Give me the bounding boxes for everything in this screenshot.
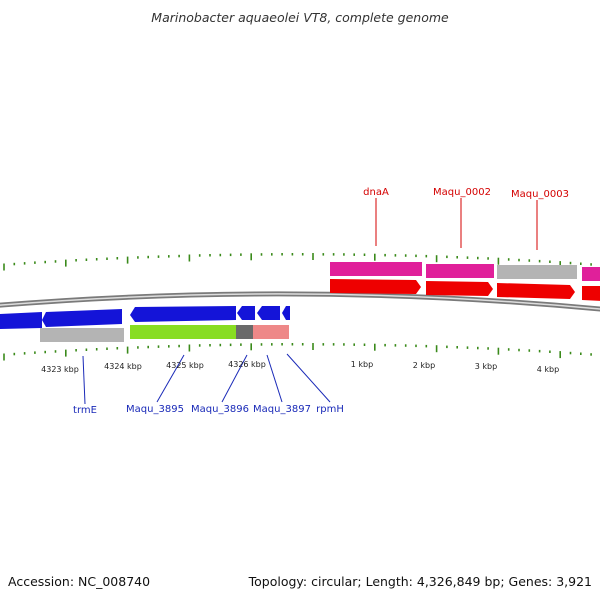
gene-label-maqu-3896[interactable]: Maqu_3896 (191, 404, 249, 415)
gene-maqu-3895-arrow[interactable] (130, 306, 236, 322)
gene-label-maqu-0002[interactable]: Maqu_0002 (433, 187, 491, 198)
pointer-maqu-3897 (266, 354, 283, 403)
accession-text: Accession: NC_008740 (8, 574, 151, 589)
gene-label-maqu-0003[interactable]: Maqu_0003 (511, 189, 569, 200)
gene-maqu-0003-arrow[interactable] (497, 283, 575, 299)
scale-label: 4 kbp (537, 365, 559, 374)
feature-maqu-3897-box[interactable] (253, 325, 281, 339)
pointer-maqu-3896 (221, 354, 248, 403)
gene-next-arrow[interactable] (582, 286, 600, 301)
pointer-maqu-3895 (156, 354, 185, 403)
genome-backbone-inner (0, 293, 600, 310)
gene-next-pink[interactable] (582, 267, 600, 281)
gene-dnaA-pink[interactable] (330, 262, 422, 276)
gene-maqu-0003-grey[interactable] (497, 265, 577, 279)
scale-label: 4325 kbp (166, 361, 204, 370)
scale-label: 4323 kbp (41, 365, 79, 374)
scale-label: 1 kbp (351, 360, 373, 369)
genome-summary-text: Topology: circular; Length: 4,326,849 bp… (248, 574, 592, 589)
scale-label: 2 kbp (413, 361, 435, 370)
feature-maqu-3895-box[interactable] (130, 325, 236, 339)
scale-label: 4326 kbp (228, 360, 266, 369)
gene-maqu-3896-arrow[interactable] (237, 306, 255, 320)
feature-maqu-3896-box[interactable] (236, 325, 253, 339)
pointer-trmE (82, 355, 86, 405)
lower-tick-marks (3, 343, 592, 361)
gene-maqu-0002-pink[interactable] (426, 264, 494, 278)
gene-dnaA-arrow[interactable] (330, 279, 421, 294)
gene-trmE-arrow[interactable] (42, 309, 122, 327)
gene-blue-left[interactable] (0, 312, 42, 329)
feature-rpmH-box[interactable] (281, 325, 289, 339)
gene-label-rpmH[interactable]: rpmH (316, 404, 344, 415)
gene-maqu-0002-arrow[interactable] (426, 281, 493, 296)
gene-rpmH-arrow[interactable] (282, 306, 290, 320)
gene-label-trmE[interactable]: trmE (73, 405, 97, 416)
scale-label: 4324 kbp (104, 362, 142, 371)
pointer-rpmH (286, 353, 331, 403)
gene-maqu-3897-arrow[interactable] (257, 306, 280, 320)
upper-tick-marks (3, 253, 592, 271)
gene-label-dnaA[interactable]: dnaA (363, 187, 389, 198)
map-title: Marinobacter aquaeolei VT8, complete gen… (151, 10, 449, 25)
gene-label-maqu-3897[interactable]: Maqu_3897 (253, 404, 311, 415)
gene-label-maqu-3895[interactable]: Maqu_3895 (126, 404, 184, 415)
scale-label: 3 kbp (475, 362, 497, 371)
feature-trmE-box[interactable] (40, 328, 124, 342)
